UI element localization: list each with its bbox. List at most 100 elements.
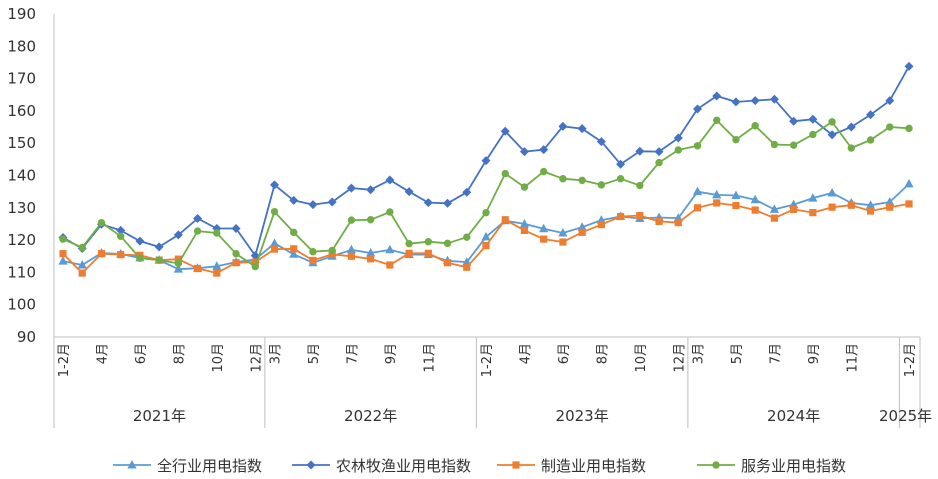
data-point	[905, 200, 913, 208]
data-point	[482, 208, 490, 217]
x-tick-label: 1-2月	[903, 343, 918, 377]
data-point	[193, 213, 203, 223]
legend-item: 农林牧渔业用电指数	[292, 452, 471, 478]
data-point	[174, 259, 183, 268]
legend-swatch	[292, 460, 330, 470]
y-tick-label: 110	[7, 263, 36, 281]
year-label: 2021年	[133, 407, 186, 425]
data-point	[251, 262, 259, 271]
data-point	[423, 198, 433, 208]
x-tick-label: 12月	[672, 343, 687, 373]
data-point	[155, 256, 163, 264]
y-tick-label: 140	[7, 167, 36, 185]
legend-label: 服务业用电指数	[741, 456, 847, 475]
chart-series	[58, 61, 914, 277]
legend-marker	[712, 461, 720, 469]
x-tick-label: 3月	[692, 343, 707, 364]
x-tick-group: 3月	[692, 343, 707, 364]
data-point	[769, 94, 779, 104]
x-tick-label: 4月	[95, 343, 110, 364]
x-tick-group: 10月	[211, 343, 226, 373]
x-tick-group: 12月	[672, 343, 687, 373]
data-point	[347, 216, 356, 224]
chart-legend: 全行业用电指数 农林牧渔业用电指数 制造业用电指数 服务业用电指数	[0, 452, 938, 478]
data-point	[289, 195, 299, 205]
data-point	[327, 197, 337, 207]
legend-label: 农林牧渔业用电指数	[336, 456, 472, 475]
legend-label: 全行业用电指数	[157, 456, 263, 475]
data-point	[596, 137, 606, 147]
y-tick-label: 100	[7, 296, 36, 314]
x-tick-label: 4月	[518, 343, 533, 364]
data-point	[674, 219, 682, 227]
data-point	[789, 116, 799, 126]
legend-swatch	[697, 461, 735, 469]
legend-marker	[512, 461, 520, 469]
data-point	[520, 183, 529, 191]
data-point	[424, 238, 433, 246]
series-1	[58, 61, 914, 261]
x-tick-group: 4月	[518, 343, 533, 364]
data-point	[116, 232, 125, 240]
data-point	[808, 193, 818, 202]
data-point	[866, 136, 875, 144]
data-point	[750, 96, 760, 106]
legend-item: 服务业用电指数	[697, 452, 846, 478]
y-tick-label: 170	[7, 70, 36, 88]
data-point	[828, 118, 836, 126]
data-point	[655, 217, 663, 225]
legend-swatch	[113, 460, 151, 469]
data-point	[732, 201, 740, 210]
x-tick-group: 5月	[307, 343, 322, 364]
data-point	[346, 183, 356, 193]
x-tick-label: 7月	[345, 343, 360, 364]
x-tick-group: 1-2月	[57, 343, 72, 377]
legend-item: 制造业用电指数	[497, 452, 646, 478]
data-point	[78, 243, 86, 252]
data-point	[328, 246, 336, 255]
x-tick-group: 6月	[134, 343, 149, 364]
data-point	[270, 207, 279, 216]
data-point	[558, 121, 568, 131]
data-point	[347, 252, 356, 260]
data-point	[385, 244, 395, 254]
data-point	[250, 251, 260, 261]
y-tick-label: 160	[7, 102, 36, 120]
x-tick-label: 10月	[211, 343, 226, 373]
x-tick-label: 6月	[557, 343, 572, 364]
data-point	[346, 244, 357, 254]
data-point	[770, 140, 779, 149]
data-point	[616, 175, 625, 183]
chart-axes	[53, 14, 921, 428]
x-tick-label: 5月	[307, 343, 322, 364]
data-point	[769, 204, 780, 213]
data-point	[674, 146, 682, 154]
data-point	[636, 211, 644, 220]
data-point	[712, 189, 722, 199]
data-point	[790, 205, 798, 214]
data-point	[539, 145, 549, 155]
data-point	[558, 227, 568, 237]
x-tick-group: 3月	[269, 343, 284, 364]
data-point	[193, 264, 202, 273]
y-axis-tick-labels: 90 100 110 120 130 140 150 160 170 180 190	[7, 5, 36, 346]
data-point	[809, 209, 817, 217]
data-point	[405, 249, 413, 257]
data-point	[270, 180, 279, 190]
data-point	[866, 207, 875, 215]
data-point	[578, 228, 586, 236]
data-point	[789, 141, 798, 149]
series-line	[62, 183, 910, 271]
x-tick-label: 8月	[172, 343, 187, 364]
data-point	[559, 175, 567, 183]
data-point	[731, 97, 741, 107]
year-label: 2025年	[879, 407, 932, 425]
data-point	[597, 220, 605, 229]
data-point	[616, 212, 625, 221]
x-tick-label: 5月	[730, 343, 745, 364]
x-tick-label: 12月	[249, 343, 264, 373]
y-tick-label: 130	[7, 199, 36, 217]
data-point	[692, 186, 703, 196]
data-point	[231, 223, 241, 233]
